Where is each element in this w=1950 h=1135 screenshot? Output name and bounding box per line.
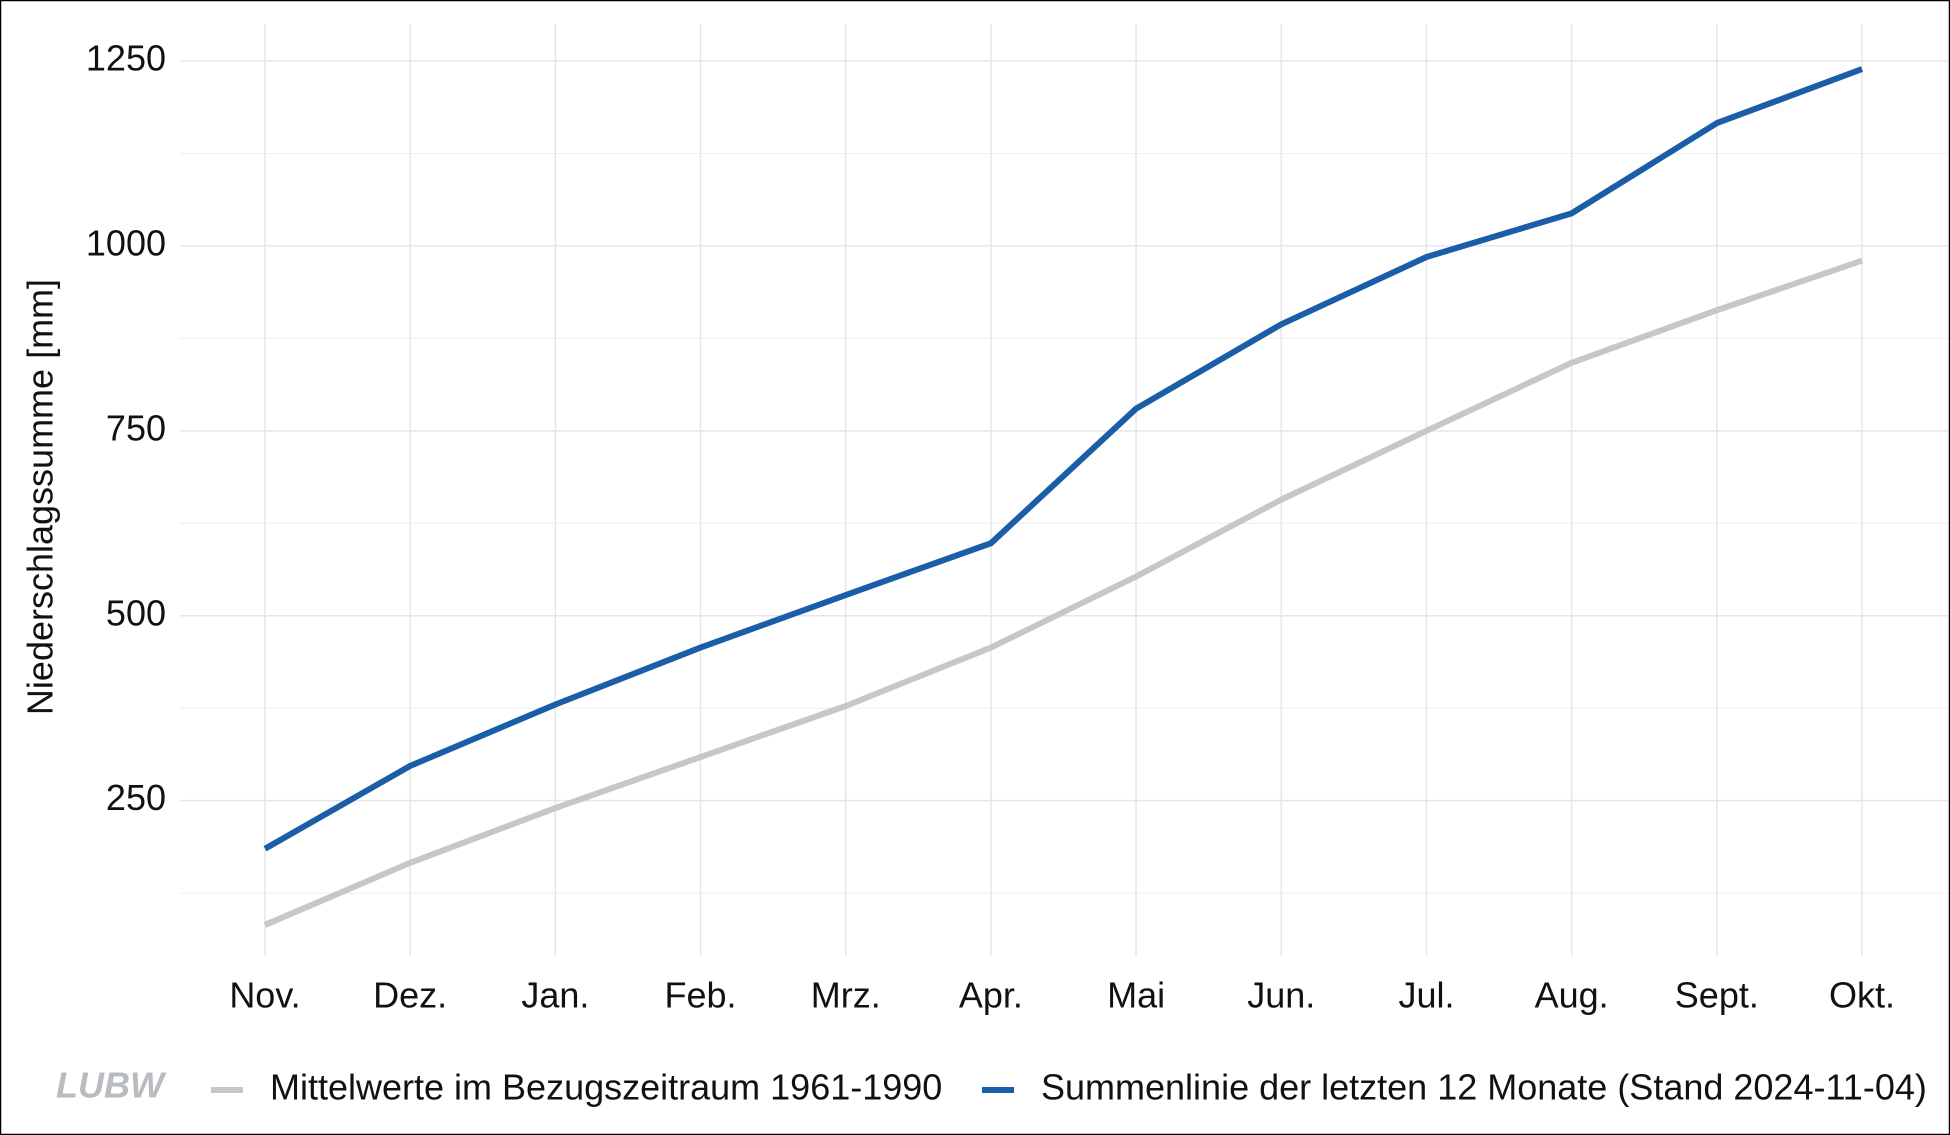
x-tick-label: Dez. <box>373 975 447 1016</box>
series-line <box>263 66 1864 852</box>
x-tick-label: Mai <box>1107 975 1165 1016</box>
x-tick-label: Apr. <box>959 975 1023 1016</box>
logo: LUBW <box>56 1065 167 1106</box>
legend-label: Mittelwerte im Bezugszeitraum 1961-1990 <box>270 1067 942 1108</box>
x-tick-label: Jun. <box>1247 975 1315 1016</box>
y-tick-label: 1000 <box>86 222 166 263</box>
x-tick-label: Aug. <box>1535 975 1609 1016</box>
series-line <box>263 257 1863 928</box>
x-tick-label: Feb. <box>665 975 737 1016</box>
y-tick-label: 250 <box>106 777 166 818</box>
y-tick-label: 1250 <box>86 37 166 78</box>
y-axis-title: Niederschlagssumme [mm] <box>20 279 61 715</box>
x-tick-label: Mrz. <box>811 975 881 1016</box>
x-tick-label: Okt. <box>1829 975 1895 1016</box>
x-tick-label: Jul. <box>1398 975 1454 1016</box>
y-tick-label: 500 <box>106 592 166 633</box>
y-tick-label: 750 <box>106 407 166 448</box>
x-tick-label: Jan. <box>521 975 589 1016</box>
x-tick-label: Nov. <box>229 975 300 1016</box>
legend-label: Summenlinie der letzten 12 Monate (Stand… <box>1041 1067 1927 1108</box>
x-tick-label: Sept. <box>1675 975 1759 1016</box>
